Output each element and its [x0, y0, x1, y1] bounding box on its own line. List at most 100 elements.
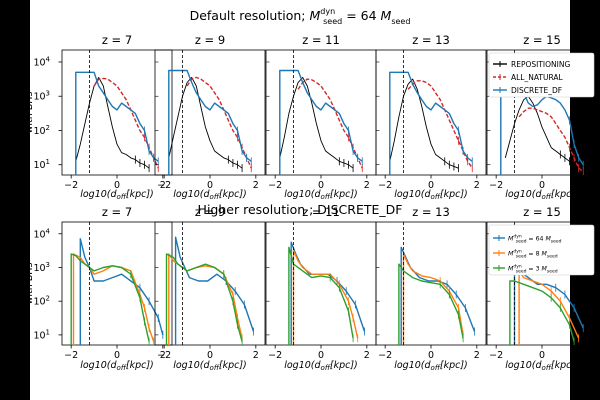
legend-sup: dyn	[513, 249, 522, 255]
x-axis-label-d: d	[536, 360, 543, 371]
series-group	[389, 71, 473, 175]
y-axis-label-line-1: Number of subhalos	[12, 65, 23, 161]
series-line-seed8	[292, 249, 359, 345]
x-tick-label: 0	[207, 350, 213, 361]
series-group	[165, 236, 255, 345]
series-line-ALL_NATURAL	[186, 76, 252, 169]
chart-row-2: Higher resolution ; DISCRETE_DF Number of…	[12, 202, 598, 372]
x-tick-label: 0	[318, 180, 324, 191]
x-tick-label: 2	[474, 350, 480, 361]
x-axis-label-prefix: log10(	[284, 189, 316, 200]
y-tick-base: 10	[33, 297, 45, 308]
legend-label-ALL_NATURAL: ALL_NATURAL	[511, 73, 564, 82]
y-axis-label-line-2: with BHs	[24, 263, 35, 305]
y-tick-label: 101	[33, 158, 50, 171]
x-axis-label-d: d	[204, 360, 211, 371]
x-axis-label-d: d	[425, 360, 432, 371]
x-axis-label-suffix: [kpc])	[440, 189, 468, 200]
x-axis-label-subscript: off	[321, 364, 331, 372]
x-axis-label-suffix: [kpc])	[126, 189, 154, 200]
panel-1-4: z = 13 −2 0 2 log10(doff[kpc])	[375, 33, 487, 201]
x-tick-label: 0	[114, 180, 120, 191]
y-axis-label: Number of subhaloswith BHs	[12, 236, 35, 332]
x-axis-label-suffix: [kpc])	[551, 360, 579, 371]
x-tick-label: −2	[378, 180, 392, 191]
x-tick-label: −2	[64, 180, 78, 191]
x-axis-label-d: d	[315, 360, 322, 371]
series-line-DISCRETE_DF	[168, 69, 252, 175]
x-tick-label: 0	[428, 180, 434, 191]
series-line-DISCRETE_DF	[75, 71, 159, 175]
series-line-DISCRETE_DF	[279, 69, 363, 175]
y-tick-base: 10	[33, 92, 45, 103]
panel-2-4: z = 13 −2 0 2 log10(doff[kpc])	[375, 205, 487, 372]
series-group	[168, 69, 252, 175]
series-line-REPOSITIONING	[168, 76, 243, 169]
legend-sub2: seed	[551, 239, 562, 245]
legend-box	[488, 52, 595, 98]
chart-row-1: Default resolution; Mdyn seed = 64 MseedN…	[12, 7, 598, 201]
x-axis-label-prefix: log10(	[173, 360, 205, 371]
x-axis-label-suffix: [kpc])	[330, 360, 358, 371]
series-line-REPOSITIONING	[75, 76, 150, 169]
x-axis-label-d: d	[425, 189, 432, 200]
series-line-REPOSITIONING	[389, 78, 459, 169]
y-tick-base: 10	[33, 126, 45, 137]
legend-label-seed8: Mdyn seed = 8 Mseed	[508, 249, 558, 260]
series-line-ALL_NATURAL	[518, 107, 584, 173]
chart-title: Higher resolution ; DISCRETE_DF	[198, 202, 403, 217]
x-axis-label-prefix: log10(	[505, 189, 537, 200]
legend-M2: M	[545, 236, 551, 243]
x-axis-label: log10(doff[kpc])	[394, 189, 468, 201]
x-axis-label: log10(doff[kpc])	[173, 189, 247, 201]
x-tick-label: 2	[160, 350, 166, 361]
y-axis-label-line-1: Number of subhalos	[12, 236, 23, 332]
x-axis-label: log10(doff[kpc])	[505, 360, 579, 372]
y-tick-label: 102	[33, 295, 50, 308]
x-axis-label-suffix: [kpc])	[551, 189, 579, 200]
title-symbol-2: M	[381, 8, 392, 23]
x-axis-label-d: d	[536, 189, 543, 200]
x-axis-label-prefix: log10(	[505, 360, 537, 371]
x-tick-label: −2	[489, 350, 503, 361]
y-tick-exponent: 3	[46, 261, 50, 269]
y-tick-exponent: 4	[46, 55, 51, 63]
x-axis-label-subscript: off	[210, 193, 220, 201]
x-tick-label: 0	[207, 180, 213, 191]
x-axis-label-suffix: [kpc])	[330, 189, 358, 200]
x-tick-label: −2	[378, 350, 392, 361]
x-axis-label-d: d	[111, 189, 118, 200]
x-axis-label-prefix: log10(	[80, 360, 112, 371]
x-tick-label: 0	[539, 180, 545, 191]
legend-M: M	[508, 266, 514, 273]
x-tick-label: 2	[474, 180, 480, 191]
x-axis-label: log10(doff[kpc])	[394, 360, 468, 372]
x-tick-label: 2	[160, 180, 166, 191]
legend-sup: dyn	[513, 234, 522, 240]
y-tick-exponent: 1	[46, 158, 50, 166]
y-tick-exponent: 3	[46, 90, 50, 98]
x-axis-label-subscript: off	[542, 364, 552, 372]
y-axis-label: Number of subhaloswith BHs	[12, 65, 35, 161]
x-axis-label-prefix: log10(	[173, 189, 205, 200]
legend-label-seed3: Mdyn seed = 3 Mseed	[508, 264, 558, 275]
series-group	[398, 246, 476, 345]
y-tick-label: 102	[33, 124, 50, 137]
x-tick-label: 2	[253, 350, 259, 361]
legend-eq: = 64	[526, 236, 545, 243]
series-line-ALL_NATURAL	[297, 78, 363, 169]
x-axis-label-subscript: off	[542, 193, 552, 201]
panel-title: z = 11	[302, 205, 340, 219]
series-group	[279, 69, 363, 175]
y-tick-exponent: 1	[46, 328, 50, 336]
legend-eq: = 3	[526, 266, 541, 273]
panel-title: z = 9	[195, 205, 225, 219]
series-line-REPOSITIONING	[504, 95, 575, 166]
y-tick-base: 10	[33, 330, 45, 341]
x-tick-label: 0	[114, 350, 120, 361]
x-axis-label-subscript: off	[321, 193, 331, 201]
x-axis-label-subscript: off	[431, 193, 441, 201]
